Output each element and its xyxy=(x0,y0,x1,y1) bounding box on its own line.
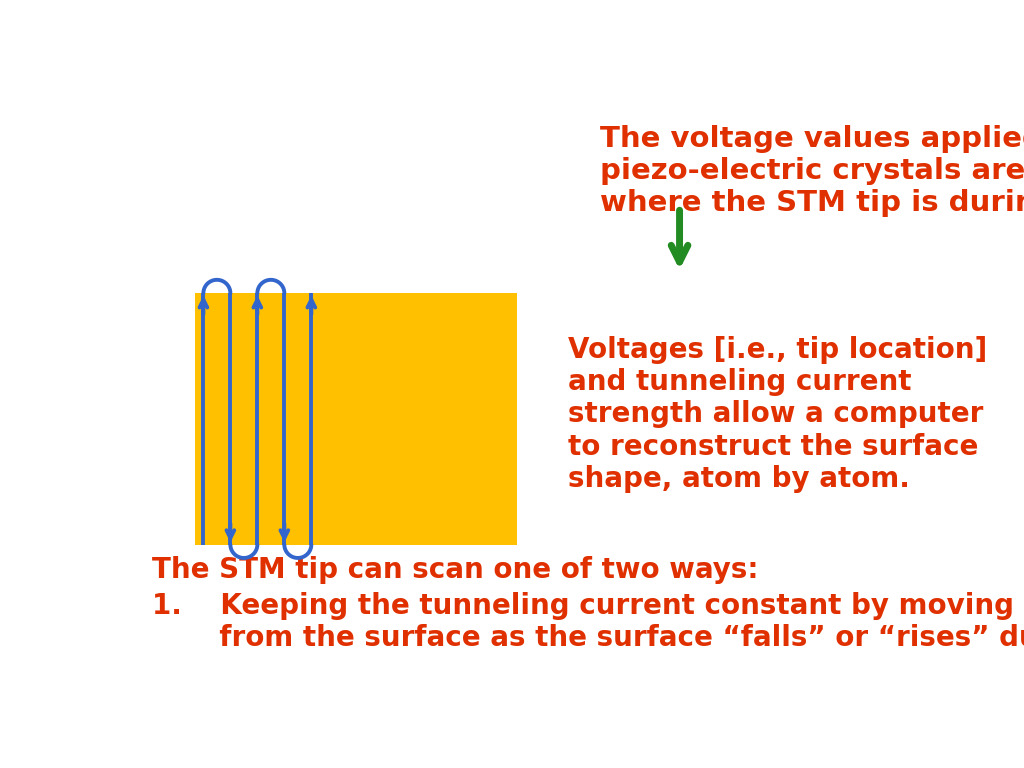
Text: The STM tip can scan one of two ways:: The STM tip can scan one of two ways: xyxy=(152,556,759,584)
Text: 1.    Keeping the tunneling current constant by moving closer or farther
       : 1. Keeping the tunneling current constan… xyxy=(152,592,1024,652)
Bar xyxy=(196,293,517,545)
Text: The voltage values applied across the three
piezo-electric crystals are used to : The voltage values applied across the th… xyxy=(600,124,1024,217)
Text: Voltages [i.e., tip location]
and tunneling current
strength allow a computer
to: Voltages [i.e., tip location] and tunnel… xyxy=(568,336,988,493)
